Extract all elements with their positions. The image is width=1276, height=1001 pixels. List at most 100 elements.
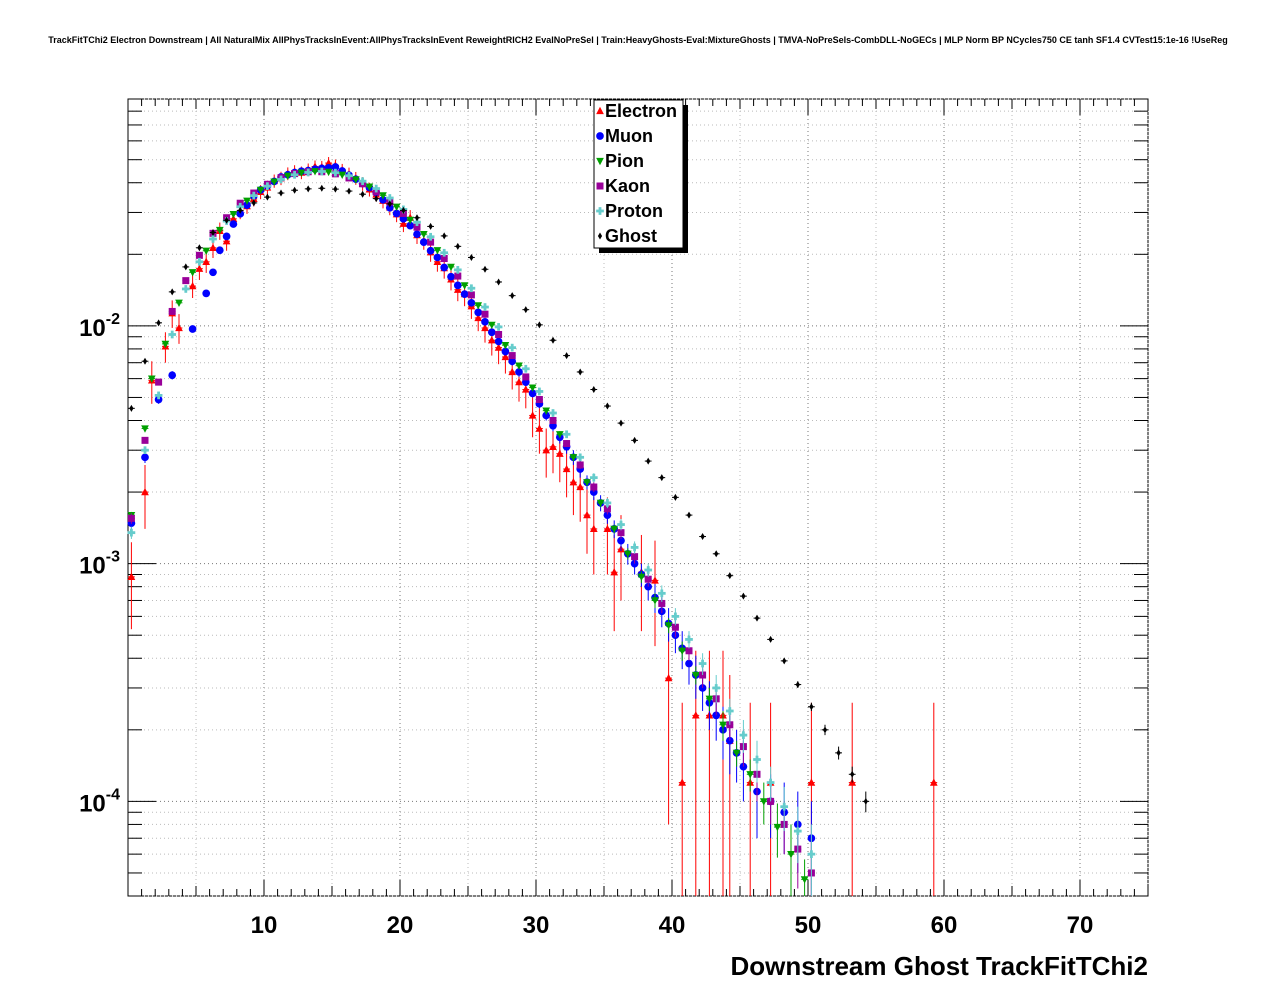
data-point-muon: [168, 371, 177, 380]
data-point-muon: [331, 163, 340, 171]
legend-label-electron: Electron: [605, 101, 677, 121]
legend-marker-electron: [596, 106, 604, 115]
data-point-kaon: [467, 291, 475, 299]
data-point-ghost: [604, 402, 611, 410]
data-point-electron: [583, 487, 591, 554]
data-point-proton: [617, 519, 625, 531]
legend-label-pion: Pion: [605, 151, 644, 171]
data-point-proton: [372, 184, 381, 193]
data-point-pion: [365, 183, 374, 191]
data-point-pion: [732, 740, 741, 767]
data-point-pion: [746, 759, 755, 792]
data-point-proton: [753, 740, 761, 783]
data-point-ghost: [454, 242, 462, 250]
legend-item-electron: Electron: [596, 101, 677, 121]
data-point-muon: [413, 230, 421, 239]
data-point-pion: [270, 178, 279, 186]
data-point-muon: [474, 308, 483, 317]
data-point-electron: [141, 464, 149, 529]
data-point-electron: [562, 446, 571, 498]
data-point-kaon: [141, 436, 149, 444]
legend-item-kaon: Kaon: [596, 176, 650, 196]
data-point-ghost: [209, 229, 217, 237]
data-point-muon: [229, 220, 238, 228]
data-point-ghost: [699, 533, 706, 541]
data-point-ghost: [440, 232, 448, 240]
data-point-muon: [487, 328, 496, 337]
data-point-ghost: [168, 288, 176, 296]
data-point-pion: [623, 548, 632, 560]
data-point-pion: [460, 282, 469, 290]
data-point-pion: [433, 247, 442, 255]
data-point-ghost: [291, 186, 298, 194]
data-point-kaon: [549, 416, 557, 424]
data-point-ghost: [359, 190, 366, 198]
legend-marker-muon: [596, 132, 604, 140]
data-point-kaon: [576, 461, 584, 470]
legend-label-kaon: Kaon: [605, 176, 650, 196]
data-point-muon: [440, 263, 449, 272]
data-point-electron: [542, 428, 551, 478]
legend-box: [593, 99, 684, 249]
data-point-ghost: [835, 746, 842, 760]
data-point-pion: [243, 197, 251, 205]
data-point-pion: [188, 269, 197, 277]
data-point-ghost: [685, 511, 693, 519]
data-point-pion: [229, 211, 238, 219]
data-point-ghost: [658, 474, 666, 482]
y-tick-label: 10-2: [79, 311, 120, 342]
data-point-electron: [535, 408, 544, 454]
data-point-kaon: [563, 440, 571, 448]
data-point-ghost: [536, 321, 543, 329]
data-point-ghost: [304, 185, 312, 193]
legend-label-ghost: Ghost: [605, 226, 657, 246]
data-point-ghost: [576, 368, 584, 376]
data-point-electron: [127, 542, 136, 630]
data-point-proton: [508, 343, 517, 352]
data-point-pion: [487, 321, 496, 330]
data-point-pion: [447, 263, 455, 272]
data-point-proton: [168, 330, 177, 339]
data-point-electron: [188, 275, 197, 298]
data-point-electron: [202, 251, 211, 273]
legend-marker-kaon: [596, 182, 604, 190]
data-point-ghost: [250, 199, 258, 207]
data-point-ghost: [590, 386, 598, 394]
grid-layer: [128, 98, 1149, 897]
data-point-kaon: [182, 277, 190, 285]
data-point-proton: [685, 631, 693, 649]
data-point-muon: [481, 317, 489, 326]
data-point-kaon: [454, 272, 462, 280]
data-point-ghost: [345, 187, 353, 195]
data-point-proton: [209, 235, 217, 243]
x-tick-label: 70: [1067, 912, 1094, 939]
data-point-muon: [433, 253, 442, 262]
data-point-kaon: [522, 373, 530, 381]
data-point-muon: [209, 268, 217, 277]
x-axis-label: Downstream Ghost TrackFitTChi2: [730, 951, 1148, 981]
data-point-proton: [630, 541, 639, 554]
x-tick-label: 50: [795, 912, 822, 939]
data-point-pion: [542, 407, 551, 415]
data-point-ghost: [372, 195, 380, 203]
data-point-proton: [807, 824, 816, 896]
data-point-kaon: [440, 255, 448, 263]
data-point-proton: [249, 191, 258, 200]
legend-label-proton: Proton: [605, 201, 663, 221]
data-point-proton: [331, 168, 340, 177]
data-point-pion: [215, 226, 224, 235]
data-point-ghost: [726, 572, 734, 580]
data-point-kaon: [535, 396, 543, 404]
data-point-ghost: [495, 278, 502, 286]
data-point-ghost: [427, 222, 434, 230]
data-point-ghost: [672, 493, 679, 501]
data-point-ghost: [563, 352, 570, 360]
data-point-pion: [141, 425, 149, 433]
data-point-pion: [515, 362, 523, 370]
legend-marker-ghost: [597, 232, 603, 240]
data-point-muon: [528, 389, 537, 398]
data-point-proton: [576, 453, 585, 462]
data-layer: [127, 157, 938, 896]
